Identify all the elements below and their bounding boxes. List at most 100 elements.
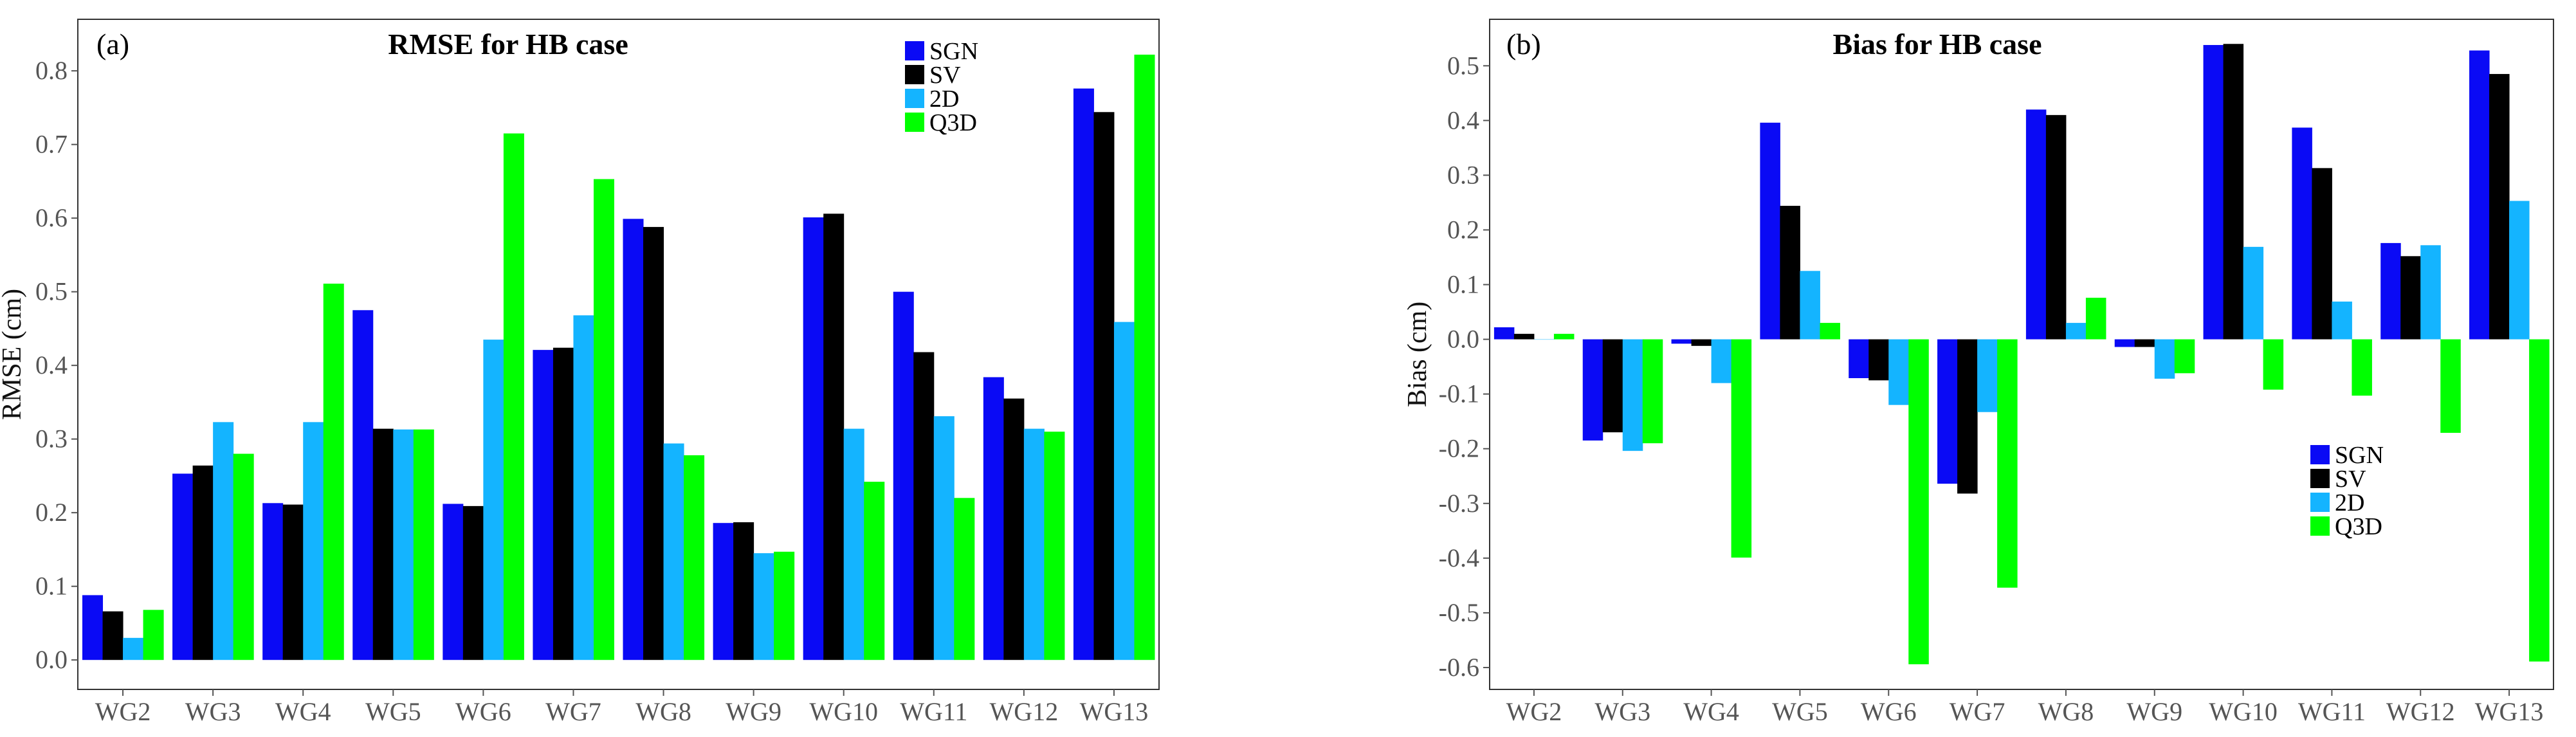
bias-bar-wg6-2d [1888,339,1909,405]
rmse-bar-wg11-2d [933,416,955,660]
bias-legend-label-2d: 2D [2335,489,2364,516]
bias-bar-wg13-2d [2509,201,2530,340]
bias-bar-wg10-sgn [2203,44,2224,340]
bias-bar-wg11-2d [2332,301,2352,340]
rmse-bar-wg7-2d [573,315,594,660]
bias-ytick-label: 0.2 [1447,215,1479,244]
bias-chart-title: Bias for HB case [1833,28,2042,60]
bias-bar-wg9-sgn [2114,339,2135,347]
rmse-legend-swatch-sgn [905,41,924,60]
rmse-bar-wg12-sgn [983,377,1004,660]
rmse-bar-wg12-sv [1003,398,1025,660]
rmse-legend-label-2d: 2D [929,86,959,113]
rmse-bar-wg4-2d [303,422,324,660]
bias-xtick-label: WG4 [1683,697,1739,726]
rmse-ytick-label: 0.7 [35,130,68,159]
bias-bar-wg7-2d [1977,339,1998,412]
bias-bar-wg5-sv [1780,206,1800,340]
bias-bar-wg8-q3d [2085,297,2106,340]
rmse-xtick-label: WG4 [275,697,331,726]
rmse-bar-wg11-sgn [893,291,914,660]
rmse-bar-wg7-sgn [533,350,554,660]
rmse-bar-wg9-q3d [774,551,795,660]
rmse-legend-label-sgn: SGN [929,38,978,65]
rmse-bar-wg8-sgn [623,219,644,660]
bias-bar-wg10-2d [2243,246,2264,340]
rmse-bar-wg2-2d [123,637,144,660]
rmse-bar-wg3-q3d [233,453,254,660]
rmse-bar-wg9-sgn [713,523,734,660]
rmse-xtick-label: WG12 [990,697,1059,726]
rmse-bar-wg8-q3d [684,455,705,660]
bias-bar-wg2-sv [1513,334,1535,340]
rmse-bar-wg13-sgn [1073,88,1094,660]
rmse-ytick-label: 0.8 [35,56,68,85]
rmse-ytick-label: 0.5 [35,277,68,306]
rmse-xtick-label: WG5 [365,697,421,726]
bias-ytick-label: -0.5 [1439,598,1479,627]
rmse-bar-wg5-sv [372,428,394,660]
rmse-ytick-label: 0.6 [35,203,68,232]
rmse-bar-wg10-sv [823,214,845,660]
bias-ytick-label: 0.1 [1447,270,1479,299]
bias-legend-label-sv: SV [2335,466,2366,493]
bias-bar-wg8-sv [2045,114,2067,340]
bias-ytick-label: -0.2 [1439,434,1479,463]
rmse-y-axis-title: RMSE (cm) [0,289,27,420]
rmse-xtick-label: WG9 [726,697,781,726]
bias-bar-wg2-sgn [1494,327,1515,340]
bias-bar-wg5-q3d [1820,323,1840,340]
bias-ytick-label: 0.4 [1447,105,1479,134]
rmse-bar-wg10-q3d [864,482,885,660]
rmse-bar-wg6-q3d [503,133,524,660]
rmse-xtick-label: WG3 [185,697,241,726]
rmse-bar-wg2-q3d [143,610,164,660]
rmse-plot-frame [77,19,1160,690]
bias-ytick-label: -0.3 [1439,489,1479,518]
rmse-bar-wg13-2d [1113,322,1135,660]
bias-bar-wg10-sv [2223,44,2244,340]
rmse-bar-wg6-2d [483,340,504,660]
bias-bar-wg5-2d [1800,271,1820,340]
rmse-bar-wg12-q3d [1044,432,1065,660]
bias-xtick-label: WG6 [1861,697,1917,726]
rmse-bar-wg7-q3d [593,179,614,660]
rmse-bar-wg4-sv [282,504,304,660]
bias-bar-wg3-sv [1602,339,1623,433]
rmse-ytick-label: 0.2 [35,498,68,527]
rmse-bar-wg5-sgn [352,310,374,660]
rmse-xtick-label: WG10 [809,697,878,726]
rmse-bar-wg11-sv [913,352,935,660]
bias-bar-wg7-sv [1957,339,1978,494]
bias-bar-wg4-q3d [1731,339,1752,558]
rmse-xtick-label: WG8 [635,697,691,726]
rmse-xtick-label: WG13 [1080,697,1149,726]
rmse-ytick-label: 0.1 [35,572,68,601]
bias-y-axis-title: Bias (cm) [1403,302,1432,407]
bias-legend-swatch-q3d [2310,516,2330,536]
bias-bar-wg8-2d [2065,323,2087,340]
rmse-xtick-label: WG7 [545,697,601,726]
bias-bar-wg4-sgn [1671,339,1692,344]
rmse-bar-wg2-sv [102,611,123,660]
bias-bar-wg2-q3d [1553,334,1575,340]
rmse-bar-wg10-sgn [803,217,824,660]
rmse-ytick-label: 0.0 [35,645,68,674]
rmse-chart-title: RMSE for HB case [388,28,628,60]
bias-xtick-label: WG12 [2386,697,2455,726]
rmse-legend-swatch-q3d [905,113,924,132]
rmse-bar-wg6-sgn [443,504,464,660]
bias-bar-wg6-q3d [1908,339,1929,664]
bias-bar-wg3-q3d [1642,339,1663,444]
rmse-legend-label-q3d: Q3D [929,109,977,136]
bias-bar-wg12-2d [2420,245,2441,340]
rmse-xtick-label: WG2 [95,697,151,726]
rmse-bar-wg9-sv [733,522,754,660]
bias-bar-wg3-sgn [1582,339,1603,441]
bias-xtick-label: WG8 [2038,697,2094,726]
bias-ytick-label: -0.1 [1439,379,1479,408]
bias-legend-label-q3d: Q3D [2335,513,2382,540]
